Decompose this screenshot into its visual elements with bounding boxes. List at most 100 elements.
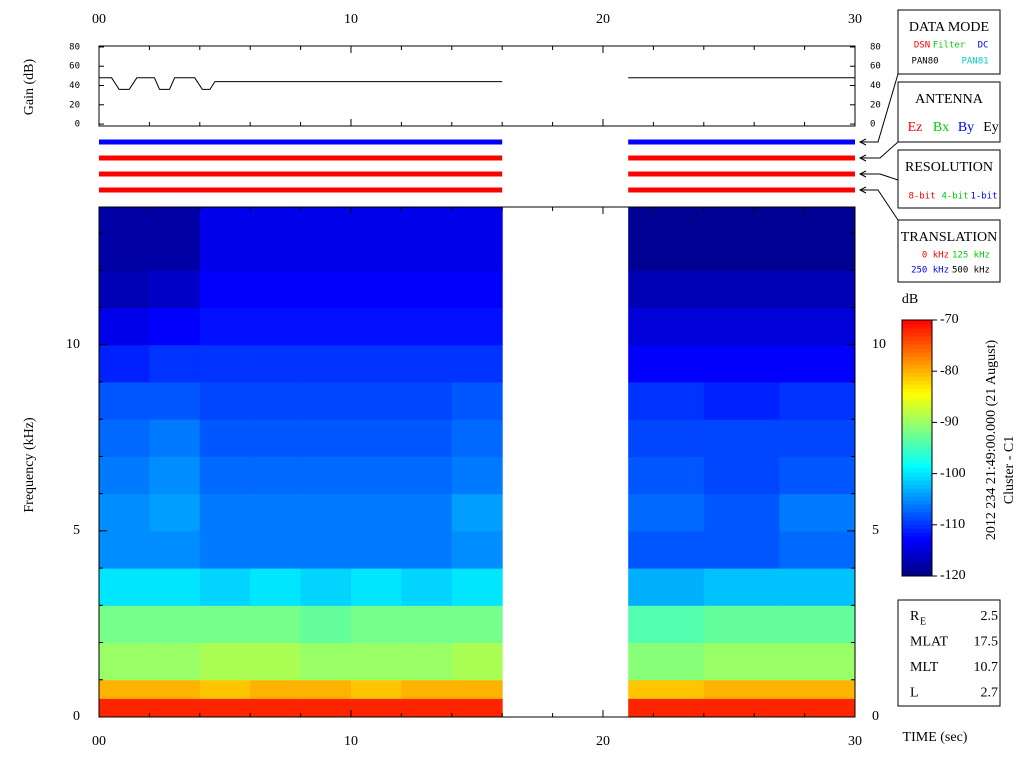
colorbar-tick-label: -70 xyxy=(940,312,959,327)
heatmap-cell xyxy=(351,679,402,699)
y-tick-label: 60 xyxy=(69,62,80,72)
status-bar xyxy=(628,171,855,177)
heatmap-cell xyxy=(451,344,503,383)
heatmap-cell xyxy=(451,642,503,681)
colorbar-swatch xyxy=(902,444,932,449)
heatmap-cell xyxy=(401,307,453,346)
heatmap-cell xyxy=(250,605,302,644)
heatmap-cell xyxy=(451,419,503,457)
heatmap-cell xyxy=(628,568,705,606)
heatmap-cell xyxy=(351,270,402,309)
heatmap-cell xyxy=(628,493,705,532)
colorbar-swatch xyxy=(902,564,932,569)
heatmap-cell xyxy=(451,381,503,420)
heatmap-cell xyxy=(149,530,201,569)
colorbar-swatch xyxy=(902,500,932,505)
colorbar-swatch xyxy=(902,432,932,437)
heatmap-cell xyxy=(401,605,453,644)
heatmap-cell xyxy=(149,381,201,420)
heatmap-cell xyxy=(628,344,705,383)
colorbar-swatch xyxy=(902,460,932,465)
panel-box xyxy=(897,81,1001,143)
heatmap-cell xyxy=(351,605,402,644)
colorbar-swatch xyxy=(902,484,932,489)
heatmap-cell xyxy=(779,456,856,495)
colorbar-swatch xyxy=(902,544,932,549)
panel-title: DATA MODE xyxy=(909,20,989,35)
timestamp: 2012 234 21:49:00.000 (21 August) xyxy=(984,340,999,541)
panel-title: ANTENNA xyxy=(915,92,984,107)
heatmap-cell xyxy=(628,207,705,271)
heatmap-cell xyxy=(199,605,251,644)
colorbar-swatch xyxy=(902,408,932,413)
heatmap-cell xyxy=(351,568,402,606)
colorbar-swatch xyxy=(902,380,932,385)
colorbar-swatch xyxy=(902,360,932,365)
heatmap-cell xyxy=(779,698,856,718)
heatmap-cell xyxy=(199,493,251,532)
heatmap-cell xyxy=(628,381,705,420)
heatmap-cell xyxy=(300,698,352,718)
heatmap-cell xyxy=(779,270,856,309)
heatmap-cell xyxy=(703,679,780,699)
heatmap-cell xyxy=(779,605,856,644)
heatmap-cell xyxy=(351,381,402,420)
heatmap-cell xyxy=(703,381,780,420)
heatmap-cell xyxy=(250,344,302,383)
y-tick-label: 20 xyxy=(69,100,80,110)
heatmap-cell xyxy=(300,307,352,346)
y-tick-label: 0 xyxy=(870,120,875,130)
y-tick-label: 0 xyxy=(75,120,80,130)
heatmap-cell xyxy=(199,207,251,271)
heatmap-cell xyxy=(250,530,302,569)
heatmap-cell xyxy=(401,530,453,569)
info-value: 2.7 xyxy=(981,686,999,701)
heatmap-cell xyxy=(199,698,251,718)
heatmap-cell xyxy=(300,493,352,532)
panel-title: TRANSLATION xyxy=(901,230,997,245)
panel-item: 8-bit xyxy=(908,192,935,202)
connectors xyxy=(858,73,899,221)
colorbar-swatch xyxy=(902,384,932,389)
heatmap-cell xyxy=(99,456,150,495)
panel-item: By xyxy=(958,120,974,135)
panel-item: 500 kHz xyxy=(952,266,990,276)
heatmap-cell xyxy=(300,381,352,420)
colorbar-swatch xyxy=(902,368,932,373)
info-box xyxy=(897,599,1001,707)
heatmap-cell xyxy=(149,698,201,718)
heatmap-cell xyxy=(703,698,780,718)
heatmap-cell xyxy=(628,270,705,309)
heatmap-cell xyxy=(779,568,856,606)
heatmap-cell xyxy=(199,568,251,606)
heatmap-cell xyxy=(351,419,402,457)
heatmap-cell xyxy=(99,493,150,532)
heatmap-cell xyxy=(401,568,453,606)
heatmap-cell xyxy=(401,381,453,420)
heatmap-cell xyxy=(401,642,453,681)
panel-item: 250 kHz xyxy=(911,266,949,276)
colorbar-swatch xyxy=(902,516,932,521)
heatmap-cell xyxy=(99,679,150,699)
colorbar-tick-label: -90 xyxy=(940,415,959,430)
heatmap-cell xyxy=(250,207,302,271)
heatmap-cell xyxy=(779,307,856,346)
colorbar-swatch xyxy=(902,320,932,325)
colorbar-swatch xyxy=(902,356,932,361)
colorbar-swatch xyxy=(902,488,932,493)
heatmap-cell xyxy=(451,568,503,606)
status-bar xyxy=(628,139,855,145)
info-label: MLAT xyxy=(910,635,949,650)
heatmap-cell xyxy=(351,642,402,681)
colorbar-swatch xyxy=(902,556,932,561)
heatmap-cell xyxy=(351,207,402,271)
colorbar-swatch xyxy=(902,512,932,517)
heatmap-cell xyxy=(199,344,251,383)
info-label: R xyxy=(910,609,920,624)
heatmap-cell xyxy=(451,270,503,309)
heatmap-cell xyxy=(149,207,201,271)
connector xyxy=(860,73,899,143)
x-tick-label: 00 xyxy=(92,12,106,27)
